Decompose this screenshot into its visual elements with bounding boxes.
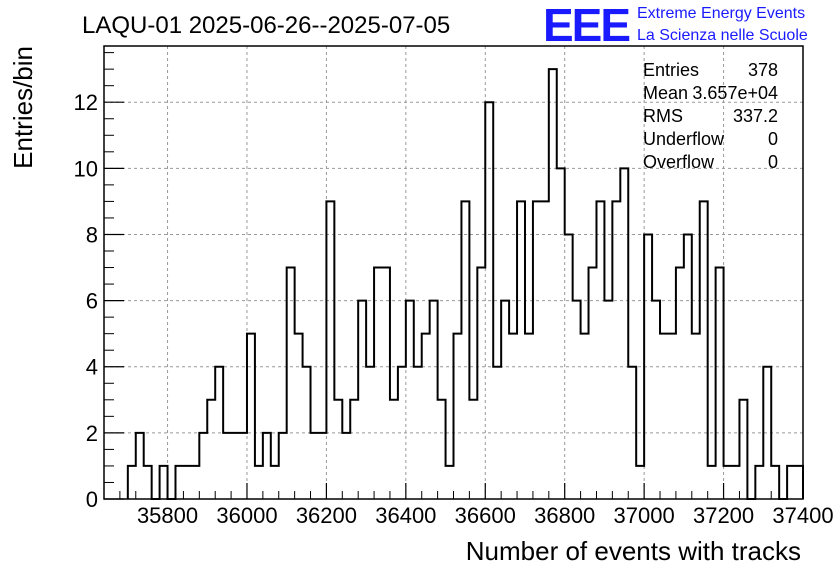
- y-tick-label: 6: [86, 289, 98, 314]
- stats-rms-value: 337.2: [733, 106, 778, 126]
- stats-entries-label: Entries: [643, 60, 699, 80]
- y-tick-label: 12: [74, 90, 98, 115]
- stats-box: Entries 378 Mean 3.657e+04 RMS 337.2 Und…: [643, 60, 778, 172]
- eee-logo-mark: EEE: [543, 0, 629, 51]
- x-axis-label: Number of events with tracks: [466, 536, 801, 566]
- x-tick-label: 36600: [455, 503, 516, 528]
- stats-mean-value: 3.657e+04: [692, 83, 778, 103]
- x-tick-label: 35800: [137, 503, 198, 528]
- x-tick-label: 37200: [693, 503, 754, 528]
- y-tick-label: 2: [86, 421, 98, 446]
- stats-overflow-label: Overflow: [643, 152, 715, 172]
- x-tick-label: 37400: [772, 503, 833, 528]
- stats-overflow-value: 0: [768, 152, 778, 172]
- y-tick-label: 4: [86, 355, 98, 380]
- eee-logo: EEE Extreme Energy Events La Scienza nel…: [543, 0, 808, 51]
- x-tick-label: 36200: [296, 503, 357, 528]
- x-tick-label: 36400: [375, 503, 436, 528]
- stats-underflow-label: Underflow: [643, 129, 725, 149]
- x-tick-label: 37000: [614, 503, 675, 528]
- x-tick-label: 36800: [534, 503, 595, 528]
- x-tick-labels: 35800 36000 36200 36400 36600 36800 37000 37200…: [137, 503, 834, 528]
- histogram-line: [126, 68, 804, 500]
- y-tick-label: 0: [86, 487, 98, 512]
- stats-underflow-value: 0: [768, 129, 778, 149]
- y-tick-label: 10: [74, 156, 98, 181]
- y-axis-label: Entries/bin: [8, 46, 38, 169]
- axis-ticks: [103, 52, 804, 500]
- eee-logo-line1: Extreme Energy Events: [637, 5, 805, 22]
- y-tick-labels: 0 2 4 6 8 10 12: [74, 90, 98, 512]
- stats-entries-value: 378: [748, 60, 778, 80]
- chart-title: LAQU-01 2025-06-26--2025-07-05: [82, 12, 450, 39]
- stats-rms-label: RMS: [643, 106, 683, 126]
- x-tick-label: 36000: [216, 503, 277, 528]
- eee-logo-line2: La Scienza nelle Scuole: [637, 27, 808, 44]
- y-tick-label: 8: [86, 222, 98, 247]
- stats-mean-label: Mean: [643, 83, 688, 103]
